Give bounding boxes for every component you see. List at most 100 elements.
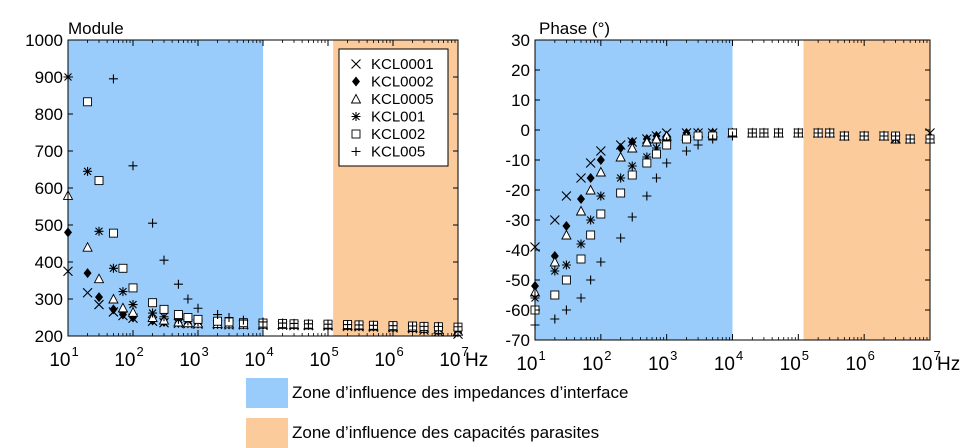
x-axis-label: Hz (937, 354, 960, 375)
data-point (549, 256, 561, 267)
data-point (368, 320, 378, 330)
data-point (759, 128, 769, 138)
data-point (108, 228, 118, 238)
data-point (642, 191, 652, 201)
data-point (642, 152, 652, 162)
x-tick-label: 101 (516, 348, 545, 375)
data-point (616, 233, 626, 243)
data-point (148, 218, 158, 228)
legend-label: KCL0002 (371, 74, 434, 91)
y-tick-label: 30 (511, 31, 530, 50)
data-point (549, 215, 560, 225)
data-point (561, 275, 571, 285)
data-point (128, 161, 138, 171)
y-tick-label: -40 (505, 241, 530, 260)
data-point (173, 310, 183, 319)
data-point (651, 133, 662, 144)
data-point (550, 314, 560, 324)
data-point (596, 191, 606, 201)
data-point (586, 215, 596, 225)
data-point (118, 263, 128, 273)
x-tick-label: 104 (714, 348, 743, 375)
zone-legend-parasitic: Zone d’influence des capacités parasites (246, 418, 599, 448)
data-point (108, 263, 118, 273)
data-point (95, 292, 104, 303)
x-tick-label: 101 (49, 344, 78, 371)
data-point (693, 140, 703, 150)
data-point (596, 257, 606, 267)
data-point (94, 299, 104, 310)
data-point (682, 134, 691, 144)
y-tick-label: 1000 (25, 31, 63, 50)
legend-label: KCL0001 (371, 56, 434, 73)
data-point (774, 128, 784, 138)
y-tick-label: 400 (35, 253, 63, 272)
data-point (586, 173, 595, 183)
data-point (662, 140, 672, 150)
y-tick-label: 20 (511, 61, 530, 80)
data-point (213, 310, 223, 320)
data-point (82, 287, 93, 298)
data-point (576, 239, 586, 249)
data-point (813, 128, 823, 138)
interface-zone-band (535, 40, 733, 340)
data-point (82, 241, 93, 252)
data-point (585, 158, 596, 168)
x-axis-label: Hz (465, 350, 488, 371)
phase-chart: -70 -60 -50 -40 -30 -20 -10 0 10 20 30 101 102 103 104… (505, 19, 960, 375)
data-point (343, 320, 353, 330)
data-point (708, 134, 718, 144)
data-point (388, 321, 398, 331)
data-point (891, 131, 901, 141)
data-point (681, 146, 691, 156)
data-point (586, 275, 596, 285)
data-point (83, 166, 93, 176)
data-point (94, 176, 104, 186)
data-point (108, 293, 119, 304)
data-point (128, 283, 138, 293)
y-tick-label: -70 (505, 331, 530, 350)
x-tick-label: 106 (845, 348, 874, 375)
data-point (627, 170, 637, 180)
data-point (879, 131, 889, 141)
data-point (642, 158, 652, 168)
data-point (596, 155, 605, 165)
data-point (173, 314, 183, 324)
data-point (159, 312, 169, 322)
data-point (159, 255, 169, 265)
y-tick-label: 600 (35, 179, 63, 198)
data-point (859, 131, 869, 141)
data-point (173, 279, 183, 289)
x-tick-label: 105 (309, 344, 338, 371)
data-point (651, 173, 661, 183)
y-tick-label: -30 (505, 211, 530, 230)
data-point (595, 166, 607, 177)
data-point (577, 194, 586, 204)
data-point (615, 151, 626, 162)
y-tick-label: 800 (35, 105, 63, 124)
y-tick-label: -60 (505, 301, 530, 320)
data-point (561, 191, 572, 201)
data-point (128, 300, 138, 310)
y-tick-label: -50 (505, 271, 530, 290)
data-point (550, 251, 559, 261)
data-point (586, 230, 596, 240)
data-point (651, 143, 661, 153)
data-point (323, 319, 333, 329)
y-tick-label: 700 (35, 142, 63, 161)
data-point (117, 302, 129, 313)
y-tick-label: 300 (35, 290, 63, 309)
data-point (693, 131, 703, 141)
data-point (575, 205, 587, 216)
interface-zone-label: Zone d’influence des impedances d’interf… (292, 383, 629, 402)
y-tick-label: 900 (35, 68, 63, 87)
data-point (561, 305, 571, 315)
y-tick-label: 0 (521, 121, 530, 140)
data-point (278, 318, 288, 328)
data-point (303, 319, 313, 329)
data-point (576, 173, 586, 183)
data-point (550, 266, 560, 276)
legend-marker (351, 129, 361, 139)
